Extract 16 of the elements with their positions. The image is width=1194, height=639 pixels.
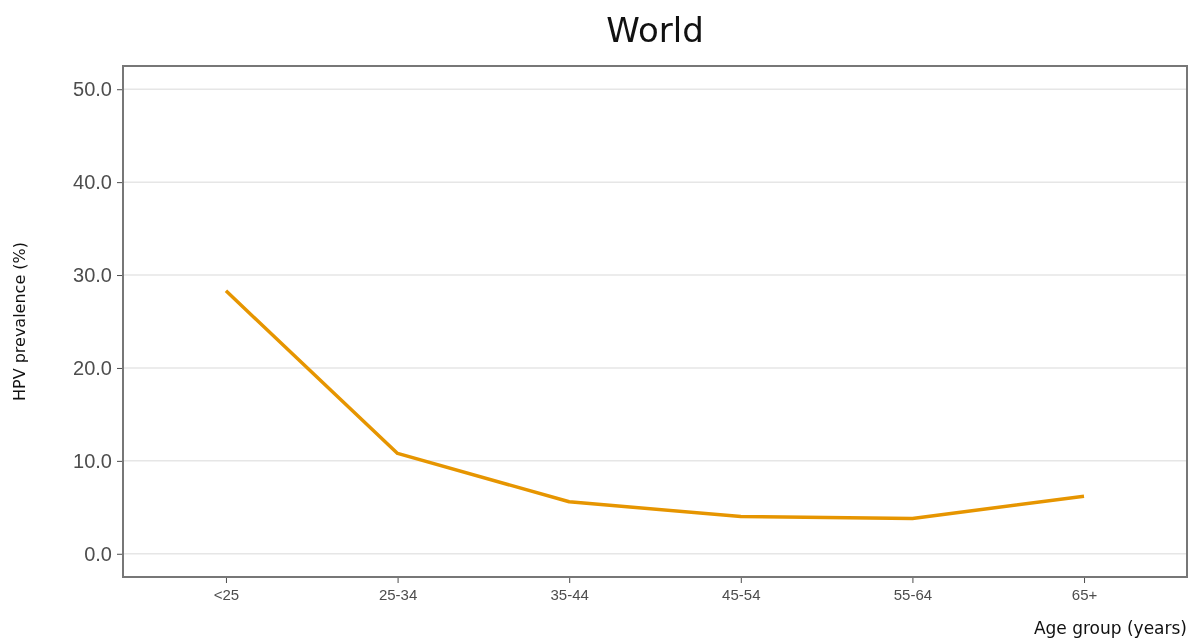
x-tick-label: 65+	[1071, 585, 1098, 603]
x-tick-label: 35-44	[550, 585, 589, 603]
y-axis-title: HPV prevalence (%)	[10, 241, 29, 402]
y-tick-label: 20.0	[73, 356, 112, 379]
y-tick-label: 10.0	[73, 449, 112, 472]
line-series	[224, 289, 1086, 521]
y-tick-label: 0.0	[84, 542, 112, 565]
y-tick-label: 50.0	[73, 78, 112, 101]
x-tick-label: 25-34	[378, 585, 418, 603]
x-tick-label: 45-54	[722, 585, 761, 603]
x-tick-label: <25	[213, 585, 240, 603]
y-tick-label: 40.0	[73, 171, 112, 194]
x-axis-title: Age group (years)	[1033, 618, 1187, 638]
x-tick-label: 55-64	[893, 585, 933, 603]
chart-title: World	[606, 10, 704, 50]
y-tick-label: 30.0	[73, 263, 112, 286]
